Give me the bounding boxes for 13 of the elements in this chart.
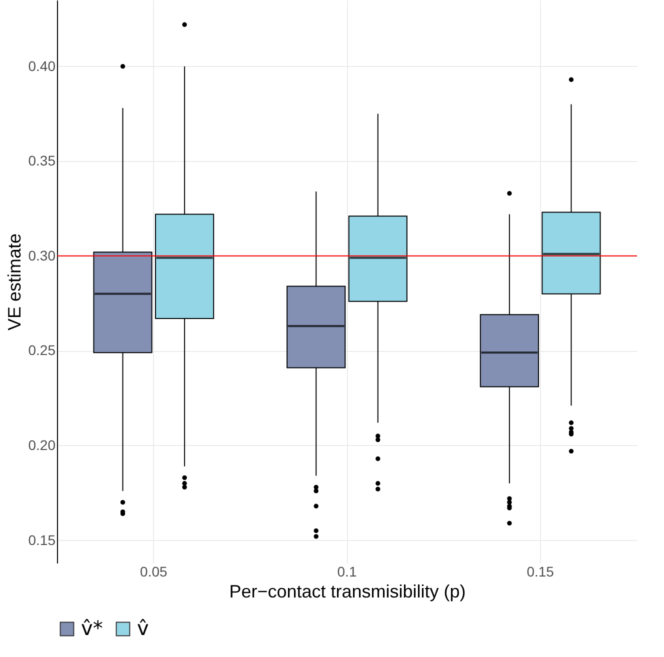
x-axis-title: Per−contact transmisibility (p) [229, 582, 466, 602]
y-tick-label: 0.35 [28, 152, 56, 169]
y-tick-label: 0.40 [28, 58, 56, 74]
legend-label: v̂ [137, 616, 149, 640]
y-axis-title: VE estimate [4, 233, 24, 331]
y-tick-label: 0.15 [28, 532, 56, 548]
y-tick-label: 0.30 [28, 247, 56, 264]
legend-label: v̂* [81, 616, 103, 640]
x-tick-label: 0.15 [526, 564, 554, 580]
y-tick-label: 0.25 [28, 342, 56, 358]
y-tick-label: 0.20 [28, 436, 56, 453]
x-tick-label: 0.1 [337, 564, 357, 580]
x-tick-label: 0.05 [140, 564, 168, 580]
